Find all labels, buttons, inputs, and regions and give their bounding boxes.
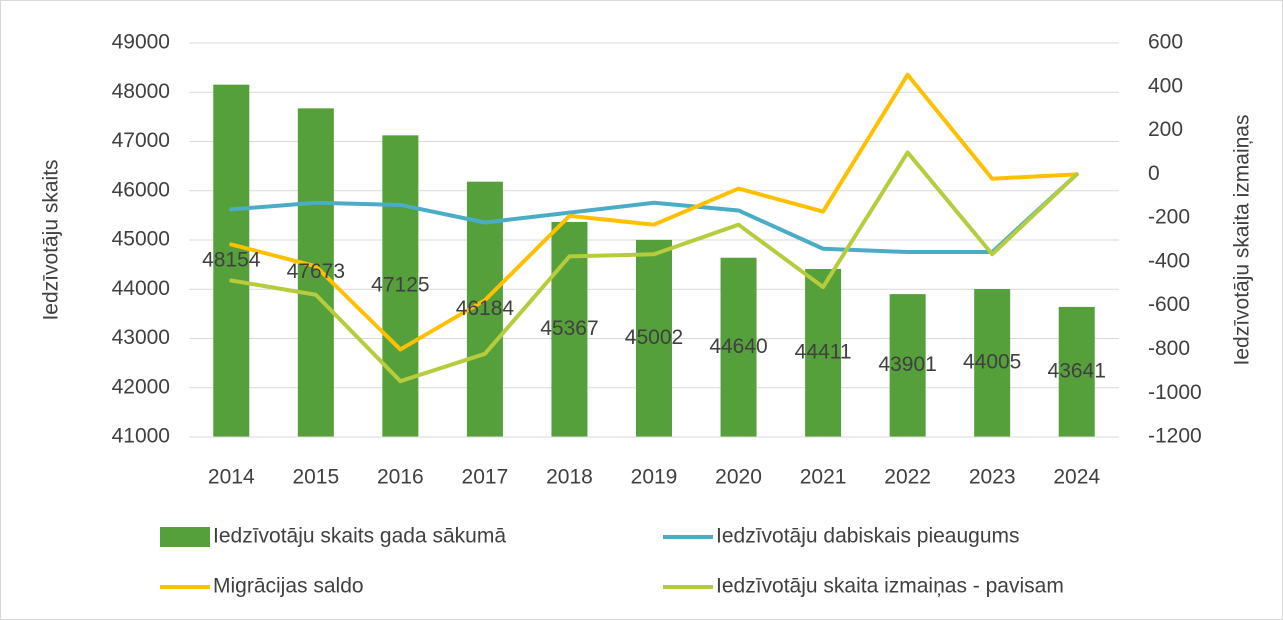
- y2-tick-label: 0: [1148, 162, 1160, 185]
- bar-data-label: 47673: [287, 260, 345, 283]
- bar: [974, 289, 1011, 437]
- bar-data-label: 46184: [456, 297, 515, 320]
- x-tick-label: 2015: [292, 466, 339, 489]
- y-tick-label: 42000: [112, 375, 170, 398]
- y-tick-label: 49000: [112, 31, 170, 54]
- bar: [720, 257, 757, 437]
- y-tick-label: 44000: [112, 277, 170, 300]
- line: [229, 150, 1079, 384]
- legend-swatch: [160, 527, 210, 547]
- legend-label: Iedzīvotāju dabiskais pieaugums: [716, 525, 1020, 548]
- x-tick-label: 2019: [631, 466, 678, 489]
- y2-tick-label: 600: [1148, 31, 1183, 54]
- bar-data-label: 45367: [540, 317, 598, 340]
- bar: [805, 269, 842, 437]
- y2-tick-label: -600: [1148, 293, 1190, 316]
- y2-tick-label: 400: [1148, 74, 1183, 97]
- y-tick-label: 45000: [112, 228, 170, 251]
- legend-label: Iedzīvotāju skaits gada sākumā: [213, 525, 506, 548]
- x-tick-label: 2022: [884, 466, 931, 489]
- x-tick-label: 2024: [1053, 466, 1100, 489]
- bar: [1058, 306, 1095, 437]
- x-tick-label: 2016: [377, 466, 424, 489]
- bar-data-label: 47125: [371, 274, 429, 297]
- bar: [636, 239, 672, 437]
- bar: [213, 84, 250, 437]
- bar-data-label: 43901: [878, 353, 936, 376]
- y-axis-title: Iedzīvotāju skaits: [40, 159, 63, 320]
- bar: [889, 294, 926, 437]
- x-tick-label: 2014: [208, 466, 255, 489]
- x-tick-label: 2020: [715, 466, 762, 489]
- y-tick-label: 48000: [112, 80, 170, 103]
- bar-data-label: 44640: [709, 335, 767, 358]
- bar-data-label: 44411: [795, 341, 852, 364]
- line: [229, 172, 1079, 255]
- y2-tick-label: 200: [1148, 118, 1183, 141]
- y2-axis-title: Iedzīvotāju skaita izmaiņas: [1231, 115, 1254, 366]
- y-tick-label: 43000: [112, 326, 170, 349]
- y-tick-label: 41000: [112, 425, 170, 448]
- y2-tick-label: -400: [1148, 249, 1190, 272]
- x-tick-label: 2023: [969, 466, 1016, 489]
- y-tick-label: 46000: [112, 178, 170, 201]
- x-tick-label: 2018: [546, 466, 593, 489]
- y2-tick-label: -1200: [1148, 425, 1202, 448]
- x-tick-label: 2017: [462, 466, 509, 489]
- line: [229, 72, 1079, 352]
- x-tick-label: 2021: [800, 466, 847, 489]
- bar-data-label: 44005: [963, 351, 1021, 374]
- bar: [297, 108, 334, 438]
- y-tick-label: 47000: [112, 129, 170, 152]
- bar: [382, 135, 419, 437]
- legend-label: Migrācijas saldo: [213, 575, 364, 598]
- y2-tick-label: -1000: [1148, 381, 1202, 404]
- bar-data-label: 43641: [1048, 360, 1106, 383]
- y2-tick-label: -800: [1148, 337, 1190, 360]
- y2-tick-label: -200: [1148, 206, 1190, 229]
- legend-label: Iedzīvotāju skaita izmaiņas - pavisam: [716, 575, 1064, 598]
- bar-data-label: 48154: [202, 248, 261, 271]
- bar-data-label: 45002: [625, 326, 683, 349]
